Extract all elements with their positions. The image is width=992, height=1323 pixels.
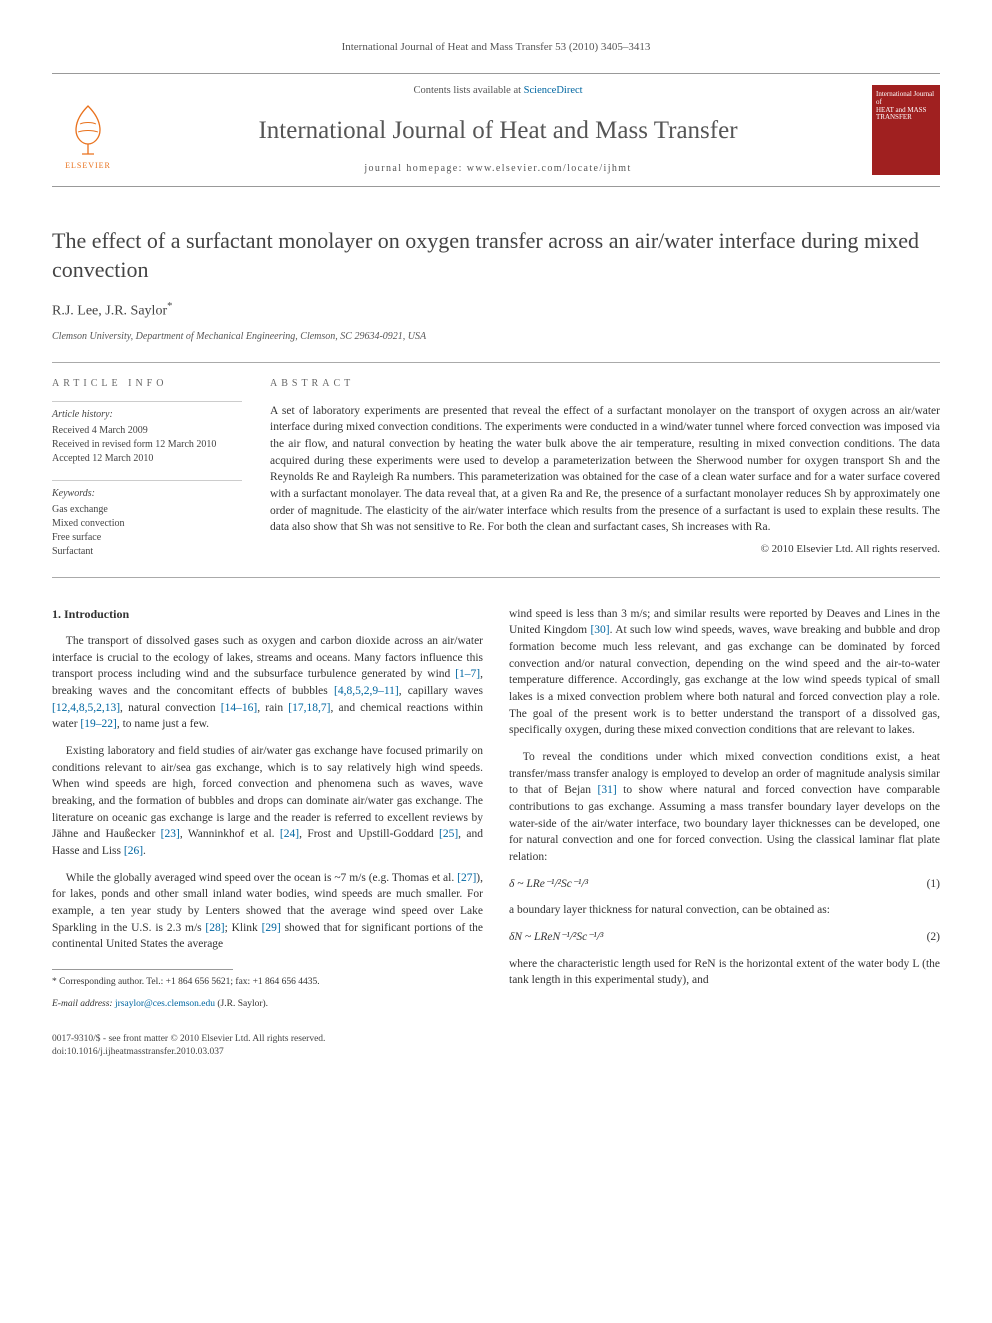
publisher-logo: ELSEVIER (52, 89, 124, 171)
equation-2: δN ~ LReN⁻¹/²Sc⁻¹/³ (2) (509, 929, 940, 946)
article-info-column: ARTICLE INFO Article history: Received 4… (52, 377, 242, 559)
journal-reference: International Journal of Heat and Mass T… (52, 40, 940, 55)
body-text: , capillary waves (399, 685, 483, 697)
corresponding-footnote: * Corresponding author. Tel.: +1 864 656… (52, 976, 483, 988)
abstract-copyright: © 2010 Elsevier Ltd. All rights reserved… (270, 542, 940, 557)
keyword: Gas exchange (52, 503, 242, 517)
article-title: The effect of a surfactant monolayer on … (52, 227, 940, 284)
keyword: Free surface (52, 531, 242, 545)
citation-link[interactable]: [1–7] (455, 668, 480, 680)
revised-date: Received in revised form 12 March 2010 (52, 438, 242, 452)
sciencedirect-link[interactable]: ScienceDirect (524, 85, 583, 96)
received-date: Received 4 March 2009 (52, 424, 242, 438)
paragraph: The transport of dissolved gases such as… (52, 633, 483, 733)
body-text: , rain (257, 702, 288, 714)
paragraph-col2-continue: wind speed is less than 3 m/s; and simil… (509, 606, 940, 739)
info-abstract-row: ARTICLE INFO Article history: Received 4… (52, 362, 940, 578)
email-label: E-mail address: (52, 999, 115, 1009)
contents-lists-line: Contents lists available at ScienceDirec… (138, 84, 858, 99)
publisher-logo-label: ELSEVIER (65, 160, 111, 171)
cover-line3: TRANSFER (876, 114, 936, 122)
citation-link[interactable]: [25] (439, 828, 458, 840)
issn-line: 0017-9310/$ - see front matter © 2010 El… (52, 1033, 940, 1046)
affiliation: Clemson University, Department of Mechan… (52, 330, 940, 344)
paragraph: where the characteristic length used for… (509, 956, 940, 989)
body-text: Existing laboratory and field studies of… (52, 745, 483, 840)
body-text: While the globally averaged wind speed o… (66, 872, 457, 884)
body-text: , natural convection (120, 702, 221, 714)
authors: R.J. Lee, J.R. Saylor* (52, 300, 940, 321)
page-footer: 0017-9310/$ - see front matter © 2010 El… (52, 1033, 940, 1060)
article-history-block: Article history: Received 4 March 2009 R… (52, 401, 242, 466)
journal-homepage-line: journal homepage: www.elsevier.com/locat… (138, 162, 858, 176)
citation-link[interactable]: [31] (598, 784, 617, 796)
citation-link[interactable]: [23] (161, 828, 180, 840)
body-text: , Frost and Upstill-Goddard (299, 828, 439, 840)
citation-link[interactable]: [29] (262, 922, 281, 934)
homepage-prefix: journal homepage: (364, 163, 466, 174)
homepage-url[interactable]: www.elsevier.com/locate/ijhmt (467, 163, 632, 174)
email-footnote: E-mail address: jrsaylor@ces.clemson.edu… (52, 998, 483, 1010)
authors-text: R.J. Lee, J.R. Saylor (52, 304, 167, 319)
body-text: ; Klink (225, 922, 262, 934)
equation-number: (1) (927, 876, 940, 893)
citation-link[interactable]: [30] (590, 624, 609, 636)
body-text: , Wanninkhof et al. (180, 828, 280, 840)
citation-link[interactable]: [19–22] (80, 718, 116, 730)
footnote-separator (52, 969, 233, 970)
citation-link[interactable]: [27] (457, 872, 476, 884)
corresponding-marker: * (167, 301, 172, 312)
contents-prefix: Contents lists available at (413, 85, 523, 96)
citation-link[interactable]: [17,18,7] (288, 702, 330, 714)
paragraph: a boundary layer thickness for natural c… (509, 902, 940, 919)
body-text: . At such low wind speeds, waves, wave b… (509, 624, 940, 736)
journal-cover-thumbnail: International Journal of HEAT and MASS T… (872, 85, 940, 175)
body-two-columns: 1. Introduction The transport of dissolv… (52, 606, 940, 1011)
history-label: Article history: (52, 408, 242, 422)
body-text: . (143, 845, 146, 857)
citation-link[interactable]: [24] (280, 828, 299, 840)
citation-link[interactable]: [14–16] (221, 702, 257, 714)
body-text: The transport of dissolved gases such as… (52, 635, 483, 680)
equation-number: (2) (927, 929, 940, 946)
equation-expression: δN ~ LReN⁻¹/²Sc⁻¹/³ (509, 929, 603, 946)
citation-link[interactable]: [28] (205, 922, 224, 934)
cover-line1: International Journal of (876, 91, 936, 106)
body-text: , to name just a few. (117, 718, 209, 730)
paragraph: Existing laboratory and field studies of… (52, 743, 483, 860)
paragraph: While the globally averaged wind speed o… (52, 870, 483, 953)
keyword: Mixed convection (52, 517, 242, 531)
article-info-heading: ARTICLE INFO (52, 377, 242, 391)
keywords-block: Keywords: Gas exchange Mixed convection … (52, 480, 242, 559)
email-tail: (J.R. Saylor). (215, 999, 268, 1009)
abstract-heading: ABSTRACT (270, 377, 940, 391)
paragraph: To reveal the conditions under which mix… (509, 749, 940, 866)
equation-expression: δ ~ LRe⁻¹/²Sc⁻¹/³ (509, 876, 588, 893)
accepted-date: Accepted 12 March 2010 (52, 452, 242, 466)
email-link[interactable]: jrsaylor@ces.clemson.edu (115, 999, 215, 1009)
abstract-text: A set of laboratory experiments are pres… (270, 403, 940, 536)
doi-line: doi:10.1016/j.ijheatmasstransfer.2010.03… (52, 1046, 940, 1059)
section-1-heading: 1. Introduction (52, 606, 483, 623)
citation-link[interactable]: [4,8,5,2,9–11] (334, 685, 399, 697)
citation-link[interactable]: [12,4,8,5,2,13] (52, 702, 120, 714)
equation-1: δ ~ LRe⁻¹/²Sc⁻¹/³ (1) (509, 876, 940, 893)
journal-header-center: Contents lists available at ScienceDirec… (138, 84, 858, 176)
journal-name: International Journal of Heat and Mass T… (138, 113, 858, 148)
citation-link[interactable]: [26] (124, 845, 143, 857)
keyword: Surfactant (52, 545, 242, 559)
elsevier-tree-icon (60, 100, 116, 156)
keywords-label: Keywords: (52, 487, 242, 501)
journal-header: ELSEVIER Contents lists available at Sci… (52, 73, 940, 187)
abstract-column: ABSTRACT A set of laboratory experiments… (270, 377, 940, 559)
